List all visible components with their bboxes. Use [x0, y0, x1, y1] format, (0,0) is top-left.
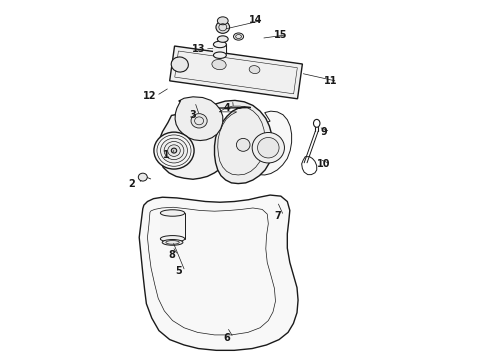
Text: 8: 8: [168, 250, 175, 260]
Ellipse shape: [154, 132, 194, 169]
Polygon shape: [170, 46, 302, 99]
Ellipse shape: [214, 41, 226, 48]
Text: 10: 10: [317, 159, 331, 169]
Text: 5: 5: [175, 266, 182, 276]
Ellipse shape: [236, 138, 250, 151]
Text: 12: 12: [143, 91, 157, 101]
Polygon shape: [247, 111, 292, 175]
Ellipse shape: [160, 235, 185, 242]
Text: 11: 11: [324, 76, 338, 86]
Text: 9: 9: [320, 127, 327, 136]
Ellipse shape: [162, 239, 183, 245]
Ellipse shape: [216, 21, 230, 33]
Text: 7: 7: [274, 211, 281, 221]
Polygon shape: [207, 100, 273, 184]
Ellipse shape: [234, 33, 244, 40]
Ellipse shape: [258, 138, 279, 158]
Text: 15: 15: [274, 30, 288, 40]
Ellipse shape: [252, 132, 285, 163]
Ellipse shape: [171, 57, 188, 72]
Ellipse shape: [212, 59, 226, 70]
Text: 3: 3: [190, 111, 196, 121]
Text: 6: 6: [224, 333, 230, 343]
Ellipse shape: [161, 138, 188, 163]
Text: 13: 13: [192, 44, 205, 54]
Text: 4: 4: [224, 103, 230, 113]
Polygon shape: [158, 115, 232, 179]
Bar: [160, 213, 185, 239]
Polygon shape: [139, 195, 298, 350]
Bar: [214, 44, 226, 55]
Ellipse shape: [214, 52, 226, 58]
Ellipse shape: [138, 173, 147, 181]
Text: 14: 14: [249, 15, 263, 26]
Ellipse shape: [168, 145, 180, 156]
Ellipse shape: [218, 36, 228, 42]
Ellipse shape: [160, 210, 185, 216]
Text: 1: 1: [163, 150, 170, 160]
Ellipse shape: [172, 148, 177, 153]
Text: 2: 2: [129, 179, 135, 189]
Ellipse shape: [218, 17, 228, 25]
Ellipse shape: [249, 66, 260, 73]
Polygon shape: [175, 97, 223, 140]
Ellipse shape: [191, 114, 207, 128]
